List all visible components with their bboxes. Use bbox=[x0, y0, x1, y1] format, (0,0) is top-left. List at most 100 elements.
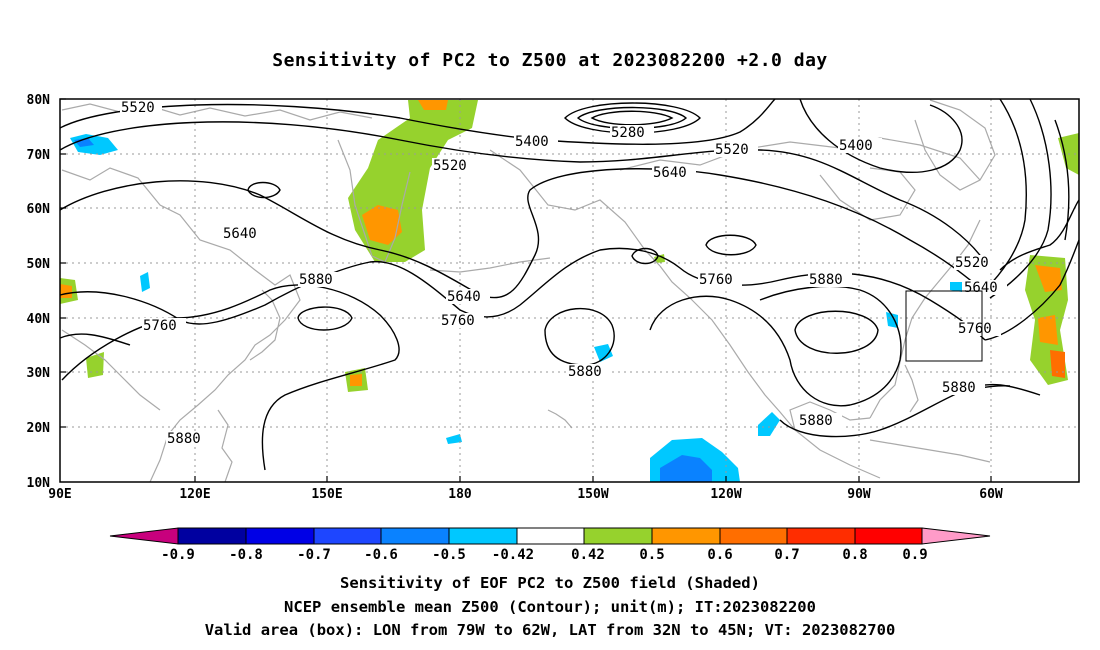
colorbar-label: -0.42 bbox=[492, 547, 534, 563]
valid-area-box bbox=[905, 290, 983, 362]
lat-label: 20N bbox=[27, 421, 51, 436]
contour-label: 5400 bbox=[839, 138, 873, 154]
lat-label: 60N bbox=[27, 202, 51, 217]
coast-alaska bbox=[489, 149, 661, 267]
contour-label: 5760 bbox=[441, 313, 475, 329]
lon-labels: 90E 120E 150E 180 150W 120W 90W 60W bbox=[48, 487, 1003, 502]
contour-5280-ring-2 bbox=[576, 106, 688, 130]
lat-label: 30N bbox=[27, 366, 51, 381]
contour-east-2 bbox=[989, 98, 1052, 299]
shade-orange-atlantic-2 bbox=[1038, 315, 1058, 345]
contour-label: 5760 bbox=[143, 318, 177, 334]
shade-orange-kamchatka bbox=[362, 205, 402, 245]
contour-5880-central bbox=[544, 307, 615, 366]
contour-label: 5640 bbox=[964, 280, 998, 296]
lat-label: 50N bbox=[27, 257, 51, 272]
contour-label: 5400 bbox=[515, 134, 549, 150]
contour-5640-ne bbox=[999, 199, 1080, 271]
lon-label: 120E bbox=[179, 487, 210, 502]
contour-5880-east bbox=[649, 285, 902, 407]
colorbar-swatch bbox=[854, 527, 923, 545]
colorbar-label: -0.9 bbox=[161, 547, 195, 563]
contour-5520-ring bbox=[247, 181, 281, 199]
contour-5760-ne bbox=[984, 239, 1080, 341]
shade-orange-s2 bbox=[350, 374, 362, 386]
shade-cyan-small-1 bbox=[446, 434, 462, 444]
coast-china-south bbox=[61, 329, 161, 411]
coast-kamchatka bbox=[337, 139, 411, 263]
contour-east-1 bbox=[984, 98, 1027, 291]
colorbar-label: -0.6 bbox=[364, 547, 398, 563]
coast-greenland bbox=[914, 99, 996, 191]
colorbar-label: -0.8 bbox=[229, 547, 263, 563]
shade-green-small bbox=[654, 254, 665, 263]
contour-label: 5280 bbox=[611, 125, 645, 141]
lon-label: 150W bbox=[577, 487, 608, 502]
contour-east-3 bbox=[1054, 119, 1070, 241]
sensitivity-shading bbox=[60, 100, 1079, 482]
contour-small-1 bbox=[631, 247, 659, 265]
colorbar-label: -0.5 bbox=[432, 547, 466, 563]
caption-line-2: NCEP ensemble mean Z500 (Contour); unit(… bbox=[284, 598, 816, 616]
coast-asia-north bbox=[61, 103, 373, 121]
shade-cyan-small-2 bbox=[140, 272, 150, 292]
caption-line-1: Sensitivity of EOF PC2 to Z500 field (Sh… bbox=[340, 574, 760, 592]
coast-philippines bbox=[217, 409, 233, 483]
contour-label: 5880 bbox=[299, 272, 333, 288]
colorbar-swatch bbox=[448, 527, 518, 545]
lon-label: 90W bbox=[847, 487, 871, 502]
colorbar-swatch bbox=[313, 527, 382, 545]
contour-5280-ring-3 bbox=[590, 110, 674, 126]
lon-label: 180 bbox=[448, 487, 472, 502]
shade-cyan-small-4 bbox=[950, 282, 962, 292]
contour-west-lower bbox=[59, 333, 131, 346]
caption-line-3: Valid area (box): LON from 79W to 62W, L… bbox=[204, 621, 896, 639]
contour-5880-ring-west bbox=[297, 306, 353, 331]
colorbar-swatch bbox=[651, 527, 721, 545]
contour-label: 5520 bbox=[121, 100, 155, 116]
lon-label: 90E bbox=[48, 487, 71, 502]
contour-labels: 5520 5400 5280 5520 5400 5520 5640 5640 … bbox=[120, 100, 1007, 447]
shade-blue-nw bbox=[74, 138, 94, 147]
contour-label: 5760 bbox=[958, 321, 992, 337]
colorbar-label: 0.42 bbox=[571, 547, 605, 563]
chart-title: Sensitivity of PC2 to Z500 at 2023082200… bbox=[272, 50, 828, 71]
colorbar-swatch bbox=[786, 527, 856, 545]
colorbar-swatch bbox=[380, 527, 450, 545]
contour-label: 5880 bbox=[942, 380, 976, 396]
lat-label: 40N bbox=[27, 312, 51, 327]
colorbar-swatch bbox=[583, 527, 653, 545]
colorbar-label: 0.9 bbox=[902, 547, 927, 563]
lat-label: 70N bbox=[27, 148, 51, 163]
contour-5400-north bbox=[59, 98, 776, 145]
shade-cyan-small-3 bbox=[886, 312, 898, 328]
contour-label: 5880 bbox=[568, 364, 602, 380]
shade-blue-south bbox=[660, 455, 712, 482]
shade-orange-atlantic-3 bbox=[1050, 350, 1065, 378]
colorbar-label: 0.7 bbox=[774, 547, 799, 563]
contour-label: 5640 bbox=[447, 289, 481, 305]
colorbar-swatch bbox=[516, 527, 585, 545]
colorbar-label: 0.5 bbox=[639, 547, 664, 563]
contour-label: 5520 bbox=[433, 158, 467, 174]
coast-florida bbox=[904, 364, 919, 413]
contour-label: 5880 bbox=[799, 413, 833, 429]
coast-caribbean bbox=[869, 439, 991, 463]
coast-japan bbox=[249, 289, 281, 361]
shade-orange-west bbox=[60, 284, 72, 298]
contour-5880-ring-east bbox=[794, 310, 879, 354]
colorbar-label: 0.8 bbox=[842, 547, 867, 563]
coast-asia-east bbox=[61, 167, 301, 483]
colorbar-swatch bbox=[719, 527, 788, 545]
coast-na-west bbox=[659, 265, 881, 479]
colorbar-swatch bbox=[177, 527, 247, 545]
colorbar-swatch-low bbox=[109, 527, 179, 545]
shade-cyan-pacific bbox=[594, 344, 613, 362]
contour-label: 5520 bbox=[715, 142, 749, 158]
colorbar-labels: -0.9 -0.8 -0.7 -0.6 -0.5 -0.42 0.42 0.5 … bbox=[161, 547, 928, 563]
shade-cyan-mexico bbox=[758, 412, 780, 436]
lon-label: 60W bbox=[979, 487, 1003, 502]
contour-label: 5640 bbox=[653, 165, 687, 181]
contour-5640-west bbox=[59, 168, 986, 299]
